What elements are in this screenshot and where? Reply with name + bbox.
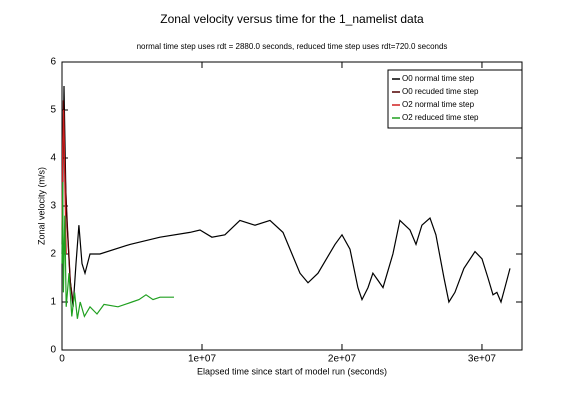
y-tick-label: 2	[50, 249, 56, 260]
y-tick-label: 0	[50, 345, 56, 356]
x-axis-label: Elapsed time since start of model run (s…	[197, 366, 387, 376]
chart-title: Zonal velocity versus time for the 1_nam…	[160, 12, 424, 26]
y-tick-label: 3	[50, 201, 56, 212]
x-tick-label: 2e+07	[328, 354, 357, 365]
series-line	[61, 181, 174, 319]
chart-subtitle: normal time step uses rdt = 2880.0 secon…	[137, 42, 448, 51]
x-tick-label: 0	[59, 354, 65, 365]
x-tick-label: 3e+07	[468, 354, 497, 365]
legend-label: O2 normal time step	[402, 100, 475, 109]
y-tick-label: 4	[50, 153, 56, 164]
y-tick-label: 5	[50, 105, 56, 116]
y-axis-label: Zonal velocity (m/s)	[36, 167, 46, 245]
legend-label: O2 reduced time step	[402, 113, 479, 122]
series-line	[61, 109, 67, 255]
legend-label: O0 normal time step	[402, 74, 475, 83]
series-line	[61, 85, 511, 307]
legend-box	[387, 69, 523, 129]
y-tick-label: 1	[50, 297, 56, 308]
x-tick-label: 1e+07	[188, 354, 217, 365]
y-tick-label: 6	[50, 57, 56, 68]
legend-label: O0 recuded time step	[402, 87, 479, 96]
